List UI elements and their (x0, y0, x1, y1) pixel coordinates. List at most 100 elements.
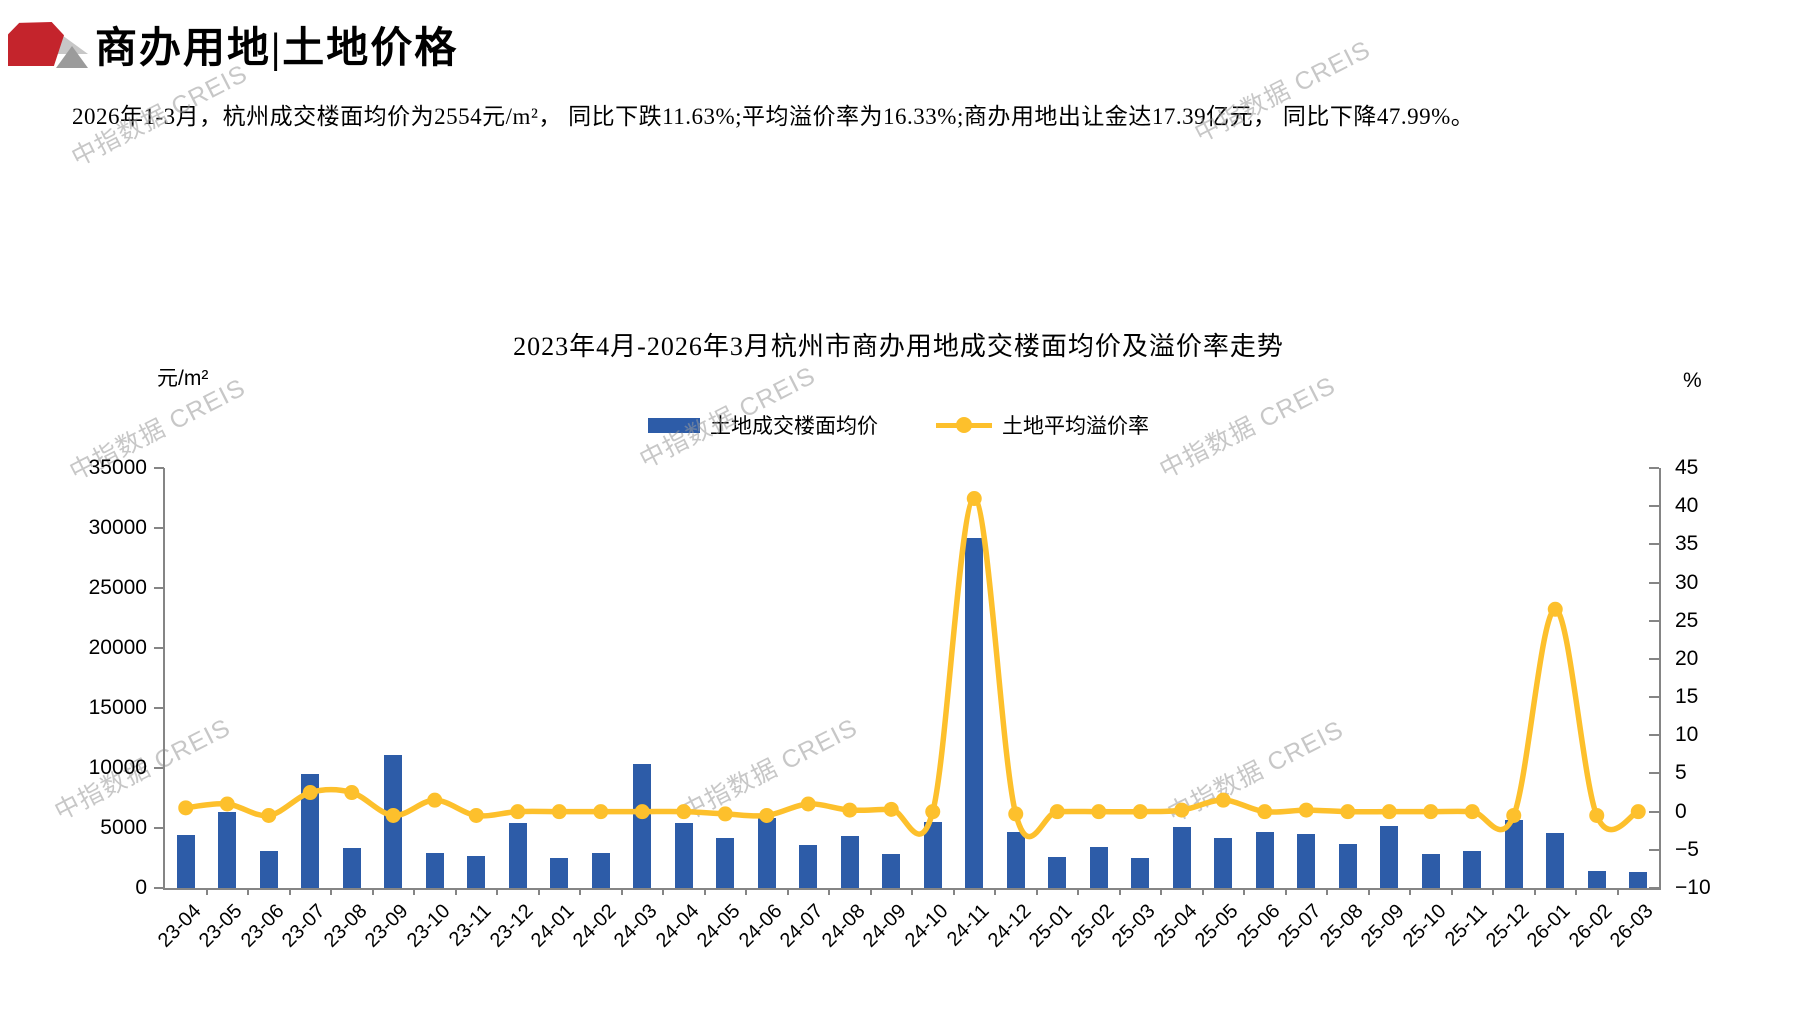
line-marker-23-10 (427, 792, 443, 808)
summary-text: 2026年1-3月，杭州成交楼面均价为2554元/m²， 同比下跌11.63%;… (72, 104, 1475, 129)
legend-label-premium-rate: 土地平均溢价率 (1002, 414, 1149, 438)
x-axis-tick (1492, 888, 1494, 895)
line-marker-24-03 (634, 804, 650, 820)
right-axis-label: 10 (1675, 723, 1699, 747)
bar-26-02 (1587, 871, 1606, 888)
line-marker-26-02 (1589, 807, 1605, 823)
bar-23-10 (425, 853, 444, 888)
left-axis-tick (154, 887, 164, 889)
chart-title: 2023年4月-2026年3月杭州市商办用地成交楼面均价及溢价率走势 (513, 332, 1284, 361)
line-marker-24-05 (717, 806, 733, 822)
line-marker-23-06 (261, 807, 277, 823)
line-marker-23-11 (468, 807, 484, 823)
line-marker-24-01 (551, 804, 567, 820)
left-axis-unit: 元/m² (157, 367, 209, 390)
header: 商办用地|土地价格 (0, 0, 1797, 80)
line-marker-23-07 (302, 785, 318, 801)
right-axis-tick (1649, 848, 1659, 851)
bar-23-04 (176, 835, 195, 888)
left-axis-tick (154, 647, 164, 649)
legend-item-premium-rate: 土地平均溢价率 (936, 410, 1149, 440)
x-axis-tick (1077, 888, 1079, 895)
line-marker-24-04 (676, 804, 692, 820)
bar-24-12 (1006, 831, 1025, 888)
right-axis-tick (1649, 657, 1659, 660)
left-axis-tick (154, 467, 164, 469)
right-axis-tick (1649, 810, 1659, 813)
line-marker-25-04 (1174, 802, 1190, 818)
plot-area: 0 5000 10000 15000 20000 25000 30000 35000 −10 −5… (89, 456, 1711, 952)
bar-23-08 (342, 848, 361, 888)
bar-23-06 (259, 850, 278, 888)
x-axis-tick (1616, 888, 1619, 895)
bar-24-06 (757, 818, 776, 888)
x-axis-tick (205, 888, 208, 895)
line-marker-25-03 (1132, 804, 1148, 820)
bar-25-06 (1255, 831, 1274, 888)
bar-26-03 (1629, 872, 1648, 888)
x-axis-tick (537, 888, 540, 895)
left-axis-label: 25000 (88, 576, 147, 599)
line-marker-25-01 (1049, 804, 1065, 820)
bar-25-10 (1421, 854, 1440, 888)
bar-series-swatch (648, 417, 700, 433)
right-axis-unit: % (1683, 369, 1702, 392)
left-axis-tick (154, 587, 164, 589)
right-axis-label: 30 (1675, 570, 1699, 594)
line-marker-24-08 (842, 802, 858, 818)
line-marker-24-10 (925, 804, 941, 820)
right-axis-tick (1649, 696, 1659, 699)
line-marker-25-09 (1381, 804, 1397, 820)
right-axis-label: 15 (1675, 685, 1699, 709)
right-axis-label: 45 (1675, 456, 1699, 479)
bar-24-11 (965, 537, 984, 888)
line-marker-23-05 (219, 796, 235, 812)
bar-24-01 (550, 858, 569, 888)
line-marker-25-06 (1257, 804, 1273, 820)
line-marker-24-02 (593, 804, 609, 820)
x-axis-tick (1118, 888, 1121, 895)
x-axis-tick (1326, 888, 1328, 895)
x-axis-tick (828, 888, 830, 895)
x-axis-tick (1409, 888, 1411, 895)
right-axis-label: 35 (1675, 532, 1699, 556)
line-marker-24-11 (966, 491, 982, 507)
line-marker-25-10 (1423, 804, 1439, 820)
bar-25-05 (1214, 837, 1233, 888)
line-marker-26-01 (1547, 601, 1563, 617)
bar-25-12 (1504, 819, 1523, 888)
left-axis-label: 15000 (88, 696, 147, 719)
line-marker-25-12 (1506, 807, 1522, 823)
line-marker-23-12 (510, 804, 526, 820)
x-axis-tick (786, 888, 789, 895)
x-axis-tick (952, 888, 955, 895)
bar-24-03 (633, 764, 652, 888)
right-axis-label: −5 (1675, 837, 1699, 861)
bar-23-05 (218, 812, 237, 888)
right-axis-label: 20 (1675, 646, 1699, 670)
left-axis-label: 5000 (100, 816, 147, 839)
logo-icon (8, 20, 88, 68)
bar-26-01 (1546, 832, 1565, 888)
bar-25-03 (1131, 858, 1150, 888)
right-axis-tick (1649, 734, 1659, 737)
bar-24-10 (923, 822, 942, 888)
x-axis-tick (247, 888, 249, 895)
right-axis-label: 40 (1675, 494, 1699, 518)
line-marker-25-07 (1298, 802, 1314, 818)
page-title: 商办用地|土地价格 (95, 26, 459, 72)
right-axis-tick (1649, 887, 1659, 889)
x-axis-tick (745, 888, 747, 895)
bar-24-05 (716, 837, 735, 888)
x-axis-tick (454, 888, 457, 895)
line-marker-24-06 (759, 807, 775, 823)
bar-24-08 (840, 836, 859, 888)
line-marker-25-05 (1215, 792, 1231, 808)
right-axis-label: 5 (1675, 761, 1687, 785)
x-axis-tick (1160, 888, 1162, 895)
bar-25-04 (1172, 826, 1191, 888)
right-axis-tick (1649, 581, 1659, 584)
left-axis-label: 20000 (88, 636, 147, 659)
bar-25-11 (1463, 850, 1482, 888)
